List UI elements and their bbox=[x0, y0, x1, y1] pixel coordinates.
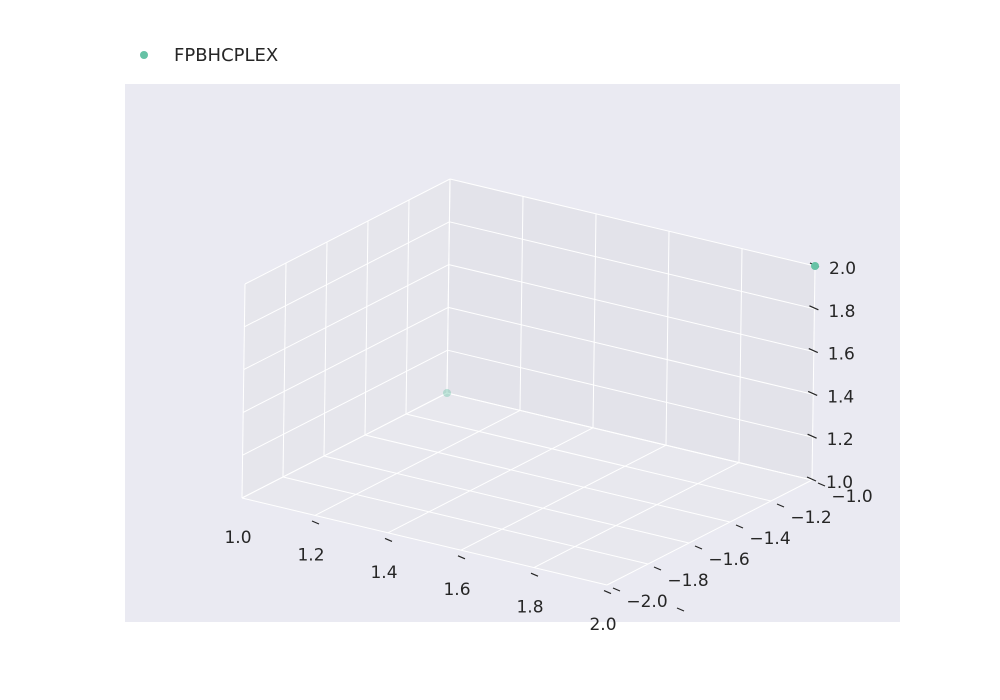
z-gridline-back bbox=[449, 178, 816, 267]
z-tick-label: 1.4 bbox=[827, 387, 854, 407]
x-tick-label: 1.2 bbox=[297, 545, 324, 565]
x-tick-mark bbox=[676, 607, 685, 612]
x-gridline-back bbox=[738, 248, 743, 463]
x-tick-mark bbox=[530, 572, 539, 577]
y-tick-label: −1.8 bbox=[667, 571, 708, 591]
floor-pane bbox=[242, 393, 812, 585]
z-tick-label: 1.8 bbox=[828, 302, 855, 322]
legend-marker bbox=[140, 51, 148, 59]
x-tick-label: 1.4 bbox=[370, 563, 397, 583]
y-gridline-left bbox=[405, 199, 410, 415]
y-tick-mark bbox=[817, 482, 826, 487]
z-tick-label: 2.0 bbox=[829, 259, 856, 279]
x-gridline-back bbox=[811, 265, 816, 481]
y-tick-mark bbox=[735, 524, 744, 529]
z-gridline-back bbox=[447, 349, 813, 438]
z-gridline-left bbox=[244, 178, 451, 285]
x-tick-mark bbox=[384, 537, 393, 542]
y-tick-label: −1.2 bbox=[790, 508, 831, 528]
x-gridline-back bbox=[519, 196, 524, 411]
z-gridline-left bbox=[241, 392, 448, 499]
data-point bbox=[811, 262, 819, 270]
z-tick-mark bbox=[806, 476, 817, 482]
y-gridline-left bbox=[446, 178, 451, 394]
y-gridline-left bbox=[241, 283, 246, 499]
x-tick-mark bbox=[603, 590, 612, 595]
x-tick-label: 1.6 bbox=[443, 580, 470, 600]
z-gridline-left bbox=[243, 264, 450, 371]
z-tick-label: 1.0 bbox=[826, 473, 853, 493]
x-gridline-floor bbox=[387, 427, 594, 534]
y-tick-label: −1.6 bbox=[708, 550, 749, 570]
y-tick-mark bbox=[694, 545, 703, 550]
x-tick-label: 1.8 bbox=[516, 598, 543, 618]
z-tick-label: 1.6 bbox=[828, 345, 855, 365]
y-gridline-floor bbox=[405, 413, 772, 502]
x-gridline-back bbox=[592, 213, 597, 428]
y-tick-label: −2.0 bbox=[626, 592, 667, 612]
z-tick-mark bbox=[809, 305, 819, 311]
z-gridline-back bbox=[449, 221, 815, 310]
z-tick-mark bbox=[807, 390, 818, 396]
y-tick-mark bbox=[653, 566, 662, 571]
x-tick-mark bbox=[311, 520, 320, 525]
z-gridline-back bbox=[448, 306, 814, 395]
x-gridline-floor bbox=[314, 409, 521, 516]
y-gridline-left bbox=[323, 241, 328, 457]
back-pane bbox=[447, 179, 815, 480]
left-pane bbox=[242, 179, 450, 498]
y-gridline-left bbox=[282, 262, 287, 478]
y-tick-mark bbox=[776, 503, 785, 508]
z-tick-mark bbox=[807, 433, 817, 439]
y-gridline-floor bbox=[282, 476, 649, 565]
y-gridline-floor bbox=[446, 392, 813, 481]
y-gridline-floor bbox=[241, 497, 608, 586]
x-gridline-floor bbox=[460, 444, 667, 551]
z-gridline-left bbox=[242, 349, 448, 456]
y-tick-label: −1.0 bbox=[831, 487, 872, 507]
y-tick-mark bbox=[612, 587, 621, 592]
x-tick-label: 1.0 bbox=[224, 528, 251, 548]
y-tick-label: −1.4 bbox=[749, 529, 790, 549]
z-gridline-left bbox=[244, 221, 450, 328]
x-tick-label: 2.0 bbox=[589, 615, 616, 635]
y-gridline-floor bbox=[364, 434, 731, 523]
y-gridline-floor bbox=[323, 455, 690, 544]
z-tick-mark bbox=[808, 348, 819, 354]
x-gridline-floor bbox=[606, 479, 813, 586]
data-point bbox=[443, 389, 451, 397]
y-gridline-left bbox=[364, 220, 369, 436]
x-gridline-back bbox=[665, 231, 670, 446]
z-tick-label: 1.2 bbox=[827, 430, 854, 450]
legend-label: FPBHCPLEX bbox=[174, 44, 279, 66]
x-gridline-floor bbox=[533, 462, 740, 569]
z-gridline-back bbox=[448, 264, 814, 353]
legend: FPBHCPLEX bbox=[140, 40, 278, 70]
x-tick-mark bbox=[457, 555, 466, 560]
z-gridline-left bbox=[242, 306, 449, 413]
